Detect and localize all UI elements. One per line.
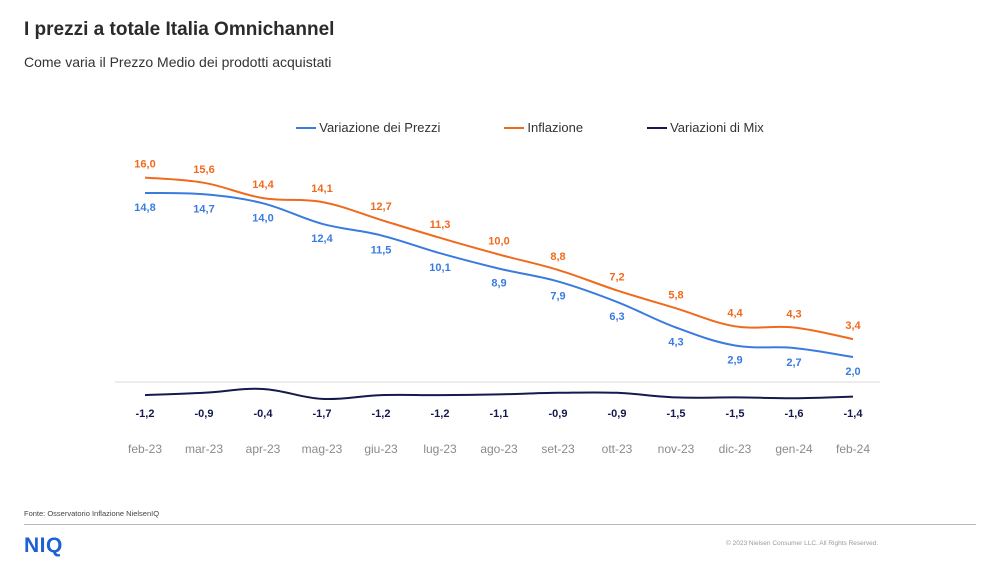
data-label-mix: -0,9 — [549, 408, 568, 420]
data-label-mix: -1,2 — [372, 408, 391, 420]
x-tick-label: lug-23 — [423, 442, 457, 456]
data-label-inflazione: 12,7 — [370, 201, 391, 213]
data-label-inflazione: 7,2 — [609, 271, 624, 283]
legend-item-inflazione: Inflazione — [504, 120, 583, 135]
data-label-prezzi: 6,3 — [609, 311, 624, 323]
chart-subtitle: Come varia il Prezzo Medio dei prodotti … — [24, 54, 332, 70]
footer-divider — [24, 524, 976, 525]
data-label-inflazione: 11,3 — [430, 219, 451, 231]
x-tick-label: feb-23 — [128, 442, 162, 456]
data-label-inflazione: 14,1 — [311, 183, 332, 195]
x-tick-label: gen-24 — [775, 442, 813, 456]
data-label-inflazione: 5,8 — [668, 289, 683, 301]
series-line-inflazione — [144, 176, 854, 341]
data-label-prezzi: 12,4 — [311, 233, 333, 245]
legend-label-prezzi: Variazione dei Prezzi — [319, 120, 441, 135]
legend-label-mix: Variazioni di Mix — [670, 120, 764, 135]
x-tick-label: mar-23 — [185, 442, 223, 456]
series-line-mix — [144, 387, 854, 401]
x-tick-label: ott-23 — [602, 442, 633, 456]
data-label-inflazione: 16,0 — [134, 159, 155, 171]
data-label-prezzi: 7,9 — [550, 290, 565, 302]
data-label-mix: -1,7 — [313, 408, 332, 420]
legend-swatch-mix — [647, 126, 668, 129]
data-label-prezzi: 2,7 — [786, 357, 801, 369]
data-label-mix: -1,5 — [726, 408, 745, 420]
data-label-prezzi: 2,9 — [727, 354, 742, 366]
x-tick-label: apr-23 — [246, 442, 281, 456]
data-label-mix: -1,1 — [490, 408, 509, 420]
chart-title: I prezzi a totale Italia Omnichannel — [24, 19, 335, 40]
x-tick-label: dic-23 — [719, 442, 752, 456]
data-label-mix: -0,4 — [254, 408, 274, 420]
copyright-text: © 2023 Nielsen Consumer LLC. All Rights … — [726, 540, 879, 547]
legend-item-mix: Variazioni di Mix — [647, 120, 764, 135]
data-label-prezzi: 8,9 — [491, 278, 506, 290]
data-label-mix: -0,9 — [195, 408, 214, 420]
legend-item-prezzi: Variazione dei Prezzi — [296, 120, 440, 135]
chart-legend: Variazione dei Prezzi Inflazione Variazi… — [0, 120, 1000, 135]
legend-label-inflazione: Inflazione — [527, 120, 584, 135]
data-label-mix: -1,5 — [667, 408, 686, 420]
x-tick-label: nov-23 — [658, 442, 695, 456]
data-label-inflazione: 4,4 — [727, 307, 743, 319]
data-label-prezzi: 2,0 — [845, 366, 860, 378]
data-label-prezzi: 14,0 — [252, 212, 273, 224]
data-label-inflazione: 10,0 — [488, 236, 509, 248]
legend-swatch-prezzi — [296, 126, 317, 129]
data-label-inflazione: 15,6 — [193, 164, 214, 176]
x-tick-label: feb-24 — [836, 442, 870, 456]
data-label-prezzi: 10,1 — [429, 262, 450, 274]
data-label-prezzi: 14,7 — [193, 203, 214, 215]
data-label-prezzi: 14,8 — [134, 202, 155, 214]
x-tick-label: giu-23 — [364, 442, 398, 456]
x-tick-label: set-23 — [541, 442, 575, 456]
data-label-mix: -1,2 — [136, 408, 155, 420]
data-label-mix: -1,2 — [431, 408, 450, 420]
x-tick-label: ago-23 — [480, 442, 518, 456]
data-label-prezzi: 11,5 — [371, 244, 392, 256]
data-label-mix: -0,9 — [608, 408, 627, 420]
x-tick-label: mag-23 — [302, 442, 343, 456]
series-line-prezzi — [144, 191, 854, 358]
data-label-inflazione: 3,4 — [845, 320, 861, 332]
data-label-inflazione: 4,3 — [786, 309, 801, 321]
data-label-mix: -1,6 — [785, 408, 804, 420]
data-label-mix: -1,4 — [844, 408, 864, 420]
data-label-inflazione: 8,8 — [550, 251, 565, 263]
data-label-prezzi: 4,3 — [668, 337, 683, 349]
niq-logo: NIQ — [24, 534, 63, 557]
data-label-inflazione: 14,4 — [252, 179, 274, 191]
legend-swatch-inflazione — [504, 126, 525, 129]
source-note: Fonte: Osservatorio Inflazione NielsenIQ — [24, 509, 160, 518]
